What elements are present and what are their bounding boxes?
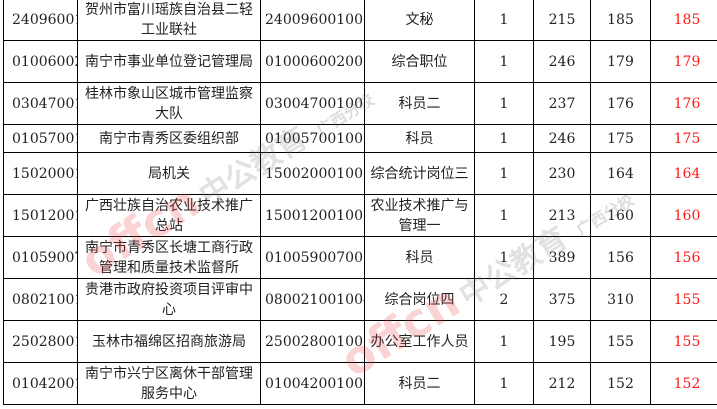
- cell-count: 179: [650, 40, 717, 83]
- cell-code: 25028001: [3, 320, 78, 363]
- cell-passed: 179: [590, 40, 651, 83]
- table-row: 01006002 南宁市事业单位登记管理局 010006002001 综合职位 1 246…: [3, 40, 717, 83]
- cell-position: 综合岗位四: [364, 278, 475, 321]
- table-row: 15020001 局机关 150020001003 综合统计岗位三 1 230 164 164: [3, 152, 717, 195]
- cell-position-code: 080021001004: [260, 278, 365, 321]
- cell-code: 01042001: [3, 362, 78, 405]
- cell-passed: 156: [590, 236, 651, 279]
- table-row: 15012001 广西壮族自治农业技术推广总站 150012001001 农业技术推广…: [3, 194, 717, 237]
- cell-position-code: 010042001002: [260, 362, 365, 405]
- table-row: 03047001 桂林市象山区城市管理监察大队 030047001002 科员二 1 23…: [3, 82, 717, 125]
- cell-code: 08021001: [3, 278, 78, 321]
- cell-position: 综合职位: [364, 40, 475, 83]
- cell-position-code: 030047001002: [260, 82, 365, 125]
- cell-count: 156: [650, 236, 717, 279]
- cell-count: 155: [650, 320, 717, 363]
- cell-code: 24096001: [3, 0, 78, 41]
- cell-passed: 175: [590, 124, 651, 153]
- cell-unit: 局机关: [77, 152, 261, 195]
- cell-code: 01006002: [3, 40, 78, 83]
- cell-position: 科员: [364, 124, 475, 153]
- table-row: 01057001 南宁市青秀区委组织部 010057001001 科员 1 246 175 1…: [3, 124, 717, 153]
- cell-code: 01057001: [3, 124, 78, 153]
- cell-quota: 1: [474, 236, 534, 279]
- cell-unit: 贵港市政府投资项目评审中心: [77, 278, 261, 321]
- cell-passed: 185: [590, 0, 651, 41]
- cell-code: 03047001: [3, 82, 78, 125]
- cell-position: 文秘: [364, 0, 475, 41]
- table-row: 01059007 南宁市青秀区长塘工商行政管理和质量技术监督所 0100590070…: [3, 236, 717, 279]
- cell-count: 164: [650, 152, 717, 195]
- cell-position-code: 010006002001: [260, 40, 365, 83]
- cell-unit: 南宁市事业单位登记管理局: [77, 40, 261, 83]
- cell-unit: 贺州市富川瑶族自治县二轻工业联社: [77, 0, 261, 41]
- cell-quota: 1: [474, 124, 534, 153]
- table-row: 01042001 南宁市兴宁区离休干部管理服务中心 010042001002 科员二 1…: [3, 362, 717, 405]
- cell-unit: 南宁市青秀区委组织部: [77, 124, 261, 153]
- cell-quota: 1: [474, 0, 534, 41]
- cell-position: 综合统计岗位三: [364, 152, 475, 195]
- cell-unit: 玉林市福绵区招商旅游局: [77, 320, 261, 363]
- cell-count: 160: [650, 194, 717, 237]
- table-row: 24096001 贺州市富川瑶族自治县二轻工业联社 240096001002 文秘 1 2…: [3, 0, 717, 41]
- cell-count: 152: [650, 362, 717, 405]
- cell-passed: 152: [590, 362, 651, 405]
- cell-code: 01059007: [3, 236, 78, 279]
- cell-code: 15012001: [3, 194, 78, 237]
- cell-unit: 南宁市青秀区长塘工商行政管理和质量技术监督所: [77, 236, 261, 279]
- cell-passed: 155: [590, 320, 651, 363]
- cell-quota: 2: [474, 278, 534, 321]
- cell-position: 科员二: [364, 82, 475, 125]
- cell-quota: 1: [474, 82, 534, 125]
- cell-quota: 1: [474, 362, 534, 405]
- cell-applicants: 375: [533, 278, 591, 321]
- cell-quota: 1: [474, 194, 534, 237]
- cell-applicants: 212: [533, 362, 591, 405]
- cell-position: 农业技术推广与管理一: [364, 194, 475, 237]
- cell-applicants: 215: [533, 0, 591, 41]
- cell-passed: 164: [590, 152, 651, 195]
- cell-unit: 广西壮族自治农业技术推广总站: [77, 194, 261, 237]
- cell-passed: 176: [590, 82, 651, 125]
- cell-applicants: 213: [533, 194, 591, 237]
- cell-unit: 桂林市象山区城市管理监察大队: [77, 82, 261, 125]
- cell-quota: 1: [474, 40, 534, 83]
- cell-applicants: 246: [533, 124, 591, 153]
- cell-count: 185: [650, 0, 717, 41]
- cell-count: 176: [650, 82, 717, 125]
- cell-count: 175: [650, 124, 717, 153]
- cell-passed: 160: [590, 194, 651, 237]
- cell-position-code: 150012001001: [260, 194, 365, 237]
- cell-quota: 1: [474, 152, 534, 195]
- cell-position: 科员二: [364, 362, 475, 405]
- cell-applicants: 389: [533, 236, 591, 279]
- cell-unit: 南宁市兴宁区离休干部管理服务中心: [77, 362, 261, 405]
- cell-applicants: 195: [533, 320, 591, 363]
- cell-position-code: 150020001003: [260, 152, 365, 195]
- cell-position-code: 240096001002: [260, 0, 365, 41]
- cell-applicants: 237: [533, 82, 591, 125]
- cell-applicants: 230: [533, 152, 591, 195]
- cell-position: 办公室工作人员: [364, 320, 475, 363]
- cell-position-code: 010059007001: [260, 236, 365, 279]
- table-row: 08021001 贵港市政府投资项目评审中心 080021001004 综合岗位四 2 3…: [3, 278, 717, 321]
- cell-position: 科员: [364, 236, 475, 279]
- cell-passed: 310: [590, 278, 651, 321]
- cell-count: 155: [650, 278, 717, 321]
- results-table: 24096001 贺州市富川瑶族自治县二轻工业联社 240096001002 文秘 1 2…: [3, 0, 717, 405]
- cell-applicants: 246: [533, 40, 591, 83]
- cell-quota: 1: [474, 320, 534, 363]
- table-row: 25028001 玉林市福绵区招商旅游局 250028001002 办公室工作人员 1 1…: [3, 320, 717, 363]
- cell-code: 15020001: [3, 152, 78, 195]
- cell-position-code: 250028001002: [260, 320, 365, 363]
- cell-position-code: 010057001001: [260, 124, 365, 153]
